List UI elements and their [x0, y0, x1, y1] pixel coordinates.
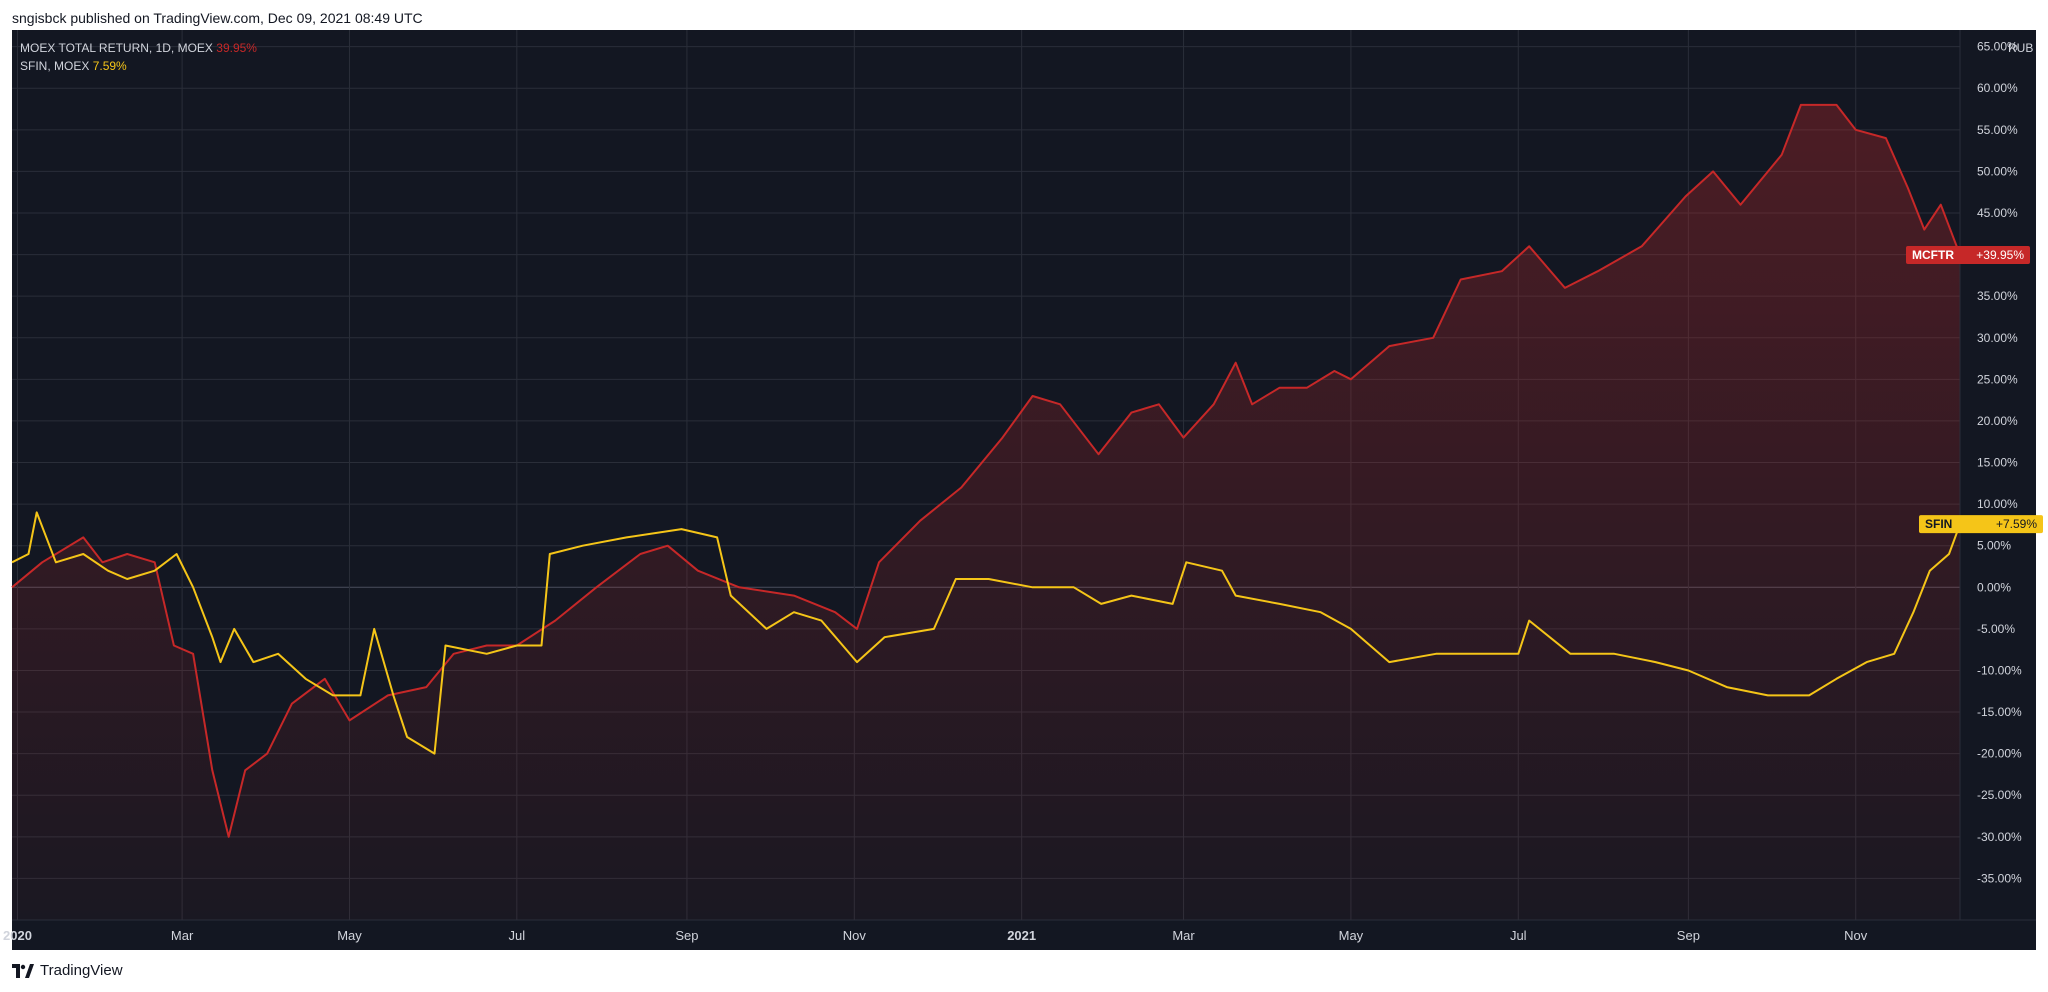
badge-value: +39.95% [1976, 248, 2024, 262]
footer: TradingView [12, 962, 123, 979]
time-tick-label: 2021 [1007, 928, 1036, 943]
price-tick-label: 15.00% [1977, 456, 2018, 470]
price-tick-label: -30.00% [1977, 830, 2022, 844]
price-tick-label: 60.00% [1977, 81, 2018, 95]
time-tick-label: Nov [843, 928, 867, 943]
price-tick-label: 10.00% [1977, 497, 2018, 511]
time-tick-label: May [1339, 928, 1364, 943]
badge-background [1919, 515, 2043, 534]
price-tick-label: -25.00% [1977, 788, 2022, 802]
price-tick-label: 45.00% [1977, 206, 2018, 220]
price-tick-label: 30.00% [1977, 331, 2018, 345]
price-chart[interactable]: 65.00%60.00%55.00%50.00%45.00%40.00%35.0… [0, 30, 2048, 950]
time-scale[interactable]: 2020 Mar May Jul Sep Nov 2021 Mar May Jul Sep Nov [3, 928, 1868, 943]
series-line [11, 103, 1961, 838]
time-tick-label: Sep [1677, 928, 1700, 943]
price-tick-label: -35.00% [1977, 871, 2022, 885]
time-tick-label: Jul [1510, 928, 1527, 943]
legend-series-name: MOEX TOTAL RETURN, 1D, MOEX [20, 41, 216, 55]
legend-entry: MOEX TOTAL RETURN, 1D, MOEX 39.95% [20, 41, 257, 55]
price-tick-label: 55.00% [1977, 123, 2018, 137]
brand-name: TradingView [40, 962, 123, 979]
price-tick-label: 35.00% [1977, 289, 2018, 303]
price-scale[interactable]: 65.00%60.00%55.00%50.00%45.00%40.00%35.0… [1977, 40, 2022, 886]
time-tick-label: Mar [1172, 928, 1195, 943]
series-line [11, 511, 1961, 755]
price-tick-label: 0.00% [1977, 580, 2011, 594]
price-tick-label: 65.00% [1977, 40, 2018, 54]
series-lines [11, 103, 1961, 838]
series-area [12, 104, 1960, 920]
time-tick-label: 2020 [3, 928, 32, 943]
price-tick-label: 5.00% [1977, 539, 2011, 553]
currency-label: RUB [2008, 41, 2033, 55]
time-tick-label: Nov [1844, 928, 1868, 943]
time-tick-label: May [337, 928, 362, 943]
area-fill [12, 104, 1960, 920]
chart-legend: MOEX TOTAL RETURN, 1D, MOEX 39.95% SFIN, … [20, 41, 257, 73]
last-value-badges: MCFTR +39.95% SFIN +7.59% [1906, 245, 2043, 534]
legend-series-value: 39.95% [216, 41, 257, 55]
time-tick-label: Sep [675, 928, 698, 943]
badge-background [1906, 245, 2030, 264]
legend-series-value: 7.59% [93, 59, 127, 73]
price-tick-label: -20.00% [1977, 747, 2022, 761]
price-tick-label: -15.00% [1977, 705, 2022, 719]
publish-info: sngisbck published on TradingView.com, D… [12, 10, 423, 26]
legend-entry: SFIN, MOEX 7.59% [20, 59, 127, 73]
price-tick-label: 25.00% [1977, 372, 2018, 386]
badge-value: +7.59% [1996, 517, 2037, 531]
time-tick-label: Mar [171, 928, 194, 943]
price-tick-label: 20.00% [1977, 414, 2018, 428]
badge-label: SFIN [1925, 517, 1952, 531]
legend-series-name: SFIN, MOEX [20, 59, 93, 73]
tradingview-logo-icon [12, 963, 34, 978]
price-tick-label: -10.00% [1977, 663, 2022, 677]
time-tick-label: Jul [509, 928, 526, 943]
badge-label: MCFTR [1912, 248, 1954, 262]
price-tick-label: 50.00% [1977, 164, 2018, 178]
price-tick-label: -5.00% [1977, 622, 2015, 636]
